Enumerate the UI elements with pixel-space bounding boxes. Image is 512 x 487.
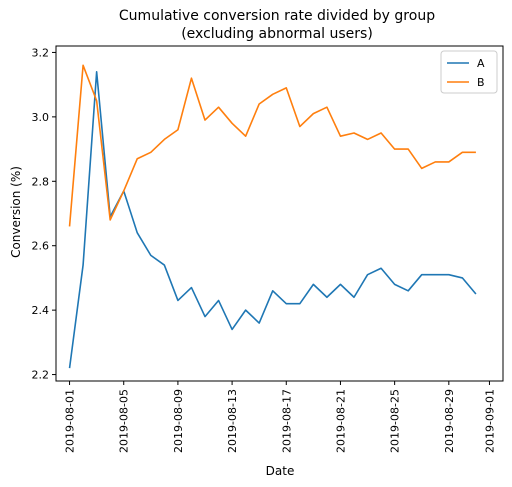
y-tick-label: 3.0 (32, 111, 50, 124)
legend-label-A: A (477, 57, 485, 70)
y-tick-label: 2.8 (32, 175, 50, 188)
y-tick-label: 2.4 (32, 304, 50, 317)
x-tick-label: 2019-08-21 (334, 389, 347, 453)
plot-frame (55, 45, 504, 382)
x-tick-label: 2019-08-29 (443, 389, 456, 453)
x-tick-label: 2019-08-25 (389, 389, 402, 453)
y-tick-label: 2.6 (32, 240, 50, 253)
series-line-A (68, 70, 477, 369)
x-tick-label: 2019-09-01 (483, 389, 496, 453)
y-tick-label: 2.2 (32, 369, 50, 382)
x-tick-label: 2019-08-05 (118, 389, 131, 453)
x-tick-label: 2019-08-01 (64, 389, 77, 453)
x-axis-label: Date (266, 464, 295, 478)
plot-area: 2.2 2.4 2.6 2.8 3.0 3.2 2019-08-01 2019-08-05 20… (32, 45, 504, 453)
legend-box (440, 50, 498, 94)
y-axis-label: Conversion (%) (9, 166, 23, 258)
x-tick-label: 2019-08-17 (280, 389, 293, 453)
series-line-B (68, 64, 476, 227)
legend-label-B: B (477, 76, 485, 89)
chart-subtitle: (excluding abnormal users) (181, 26, 373, 42)
x-tick-label: 2019-08-13 (226, 389, 239, 453)
x-tick-label: 2019-08-09 (172, 389, 185, 453)
chart-title: Cumulative conversion rate divided by gr… (119, 8, 435, 24)
y-tick-label: 3.2 (32, 46, 50, 59)
